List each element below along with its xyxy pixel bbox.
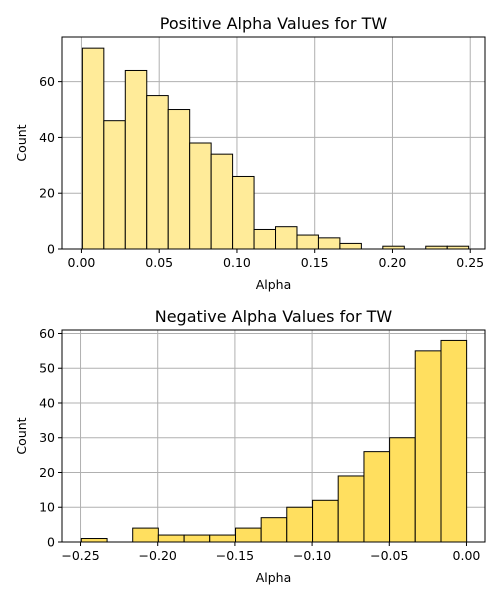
histogram-bar — [189, 142, 212, 250]
histogram-bar — [183, 534, 211, 543]
y-tick-label: 20 — [39, 465, 55, 480]
histogram-bar — [296, 234, 319, 250]
x-tick-label: 0.00 — [68, 255, 96, 270]
y-tick-label: 0 — [47, 535, 55, 550]
x-tick-label: −0.15 — [216, 548, 254, 563]
histogram-bar — [253, 228, 277, 250]
chart-title: Negative Alpha Values for TW — [155, 307, 393, 326]
x-tick-label: −0.20 — [139, 548, 177, 563]
y-tick-label: 30 — [39, 430, 55, 445]
histogram-bar — [337, 475, 365, 543]
histogram-bar — [260, 517, 288, 543]
x-tick-label: 0.15 — [301, 255, 329, 270]
histogram-bar — [232, 175, 255, 250]
histogram-bar — [312, 499, 339, 543]
y-tick-label: 20 — [39, 186, 55, 201]
histogram-bar — [124, 69, 148, 250]
histogram-bar — [389, 437, 416, 543]
histogram-bar — [235, 527, 262, 543]
y-tick-label: 50 — [39, 361, 55, 376]
histogram-bar — [286, 506, 314, 543]
plot-frame — [61, 329, 486, 543]
x-tick-label: −0.10 — [293, 548, 331, 563]
plot-frame — [61, 36, 486, 250]
y-tick-label: 40 — [39, 395, 55, 410]
histogram-bar — [80, 538, 108, 543]
y-tick-label: 60 — [39, 74, 55, 89]
y-tick-label: 0 — [47, 242, 55, 257]
chart-negative-alpha: −0.25 −0.20 −0.15 −0.10 −0.05 0.00 0 10 20 30 40 50… — [14, 307, 486, 585]
x-tick-label: −0.25 — [61, 548, 99, 563]
y-axis-label: Count — [14, 124, 29, 161]
y-axis-label: Count — [14, 417, 29, 454]
y-tick-label: 40 — [39, 130, 55, 145]
x-tick-label: 0.25 — [456, 255, 484, 270]
x-axis-label: Alpha — [256, 277, 292, 292]
x-tick-label: 0.20 — [379, 255, 407, 270]
histogram-bar — [209, 534, 237, 543]
histogram-bar — [210, 153, 234, 250]
x-tick-label: 0.05 — [145, 255, 173, 270]
y-tick-label: 10 — [39, 500, 55, 515]
histogram-bar — [132, 527, 159, 543]
histogram-bar — [81, 47, 105, 250]
histogram-bar — [275, 226, 298, 250]
y-tick-label: 60 — [39, 326, 55, 341]
histogram-bar — [339, 242, 362, 250]
x-axis-label: Alpha — [256, 570, 292, 585]
histogram-bar — [103, 120, 126, 250]
x-tick-label: 0.00 — [453, 548, 481, 563]
x-tick-label: −0.05 — [370, 548, 408, 563]
histogram-bar — [317, 237, 341, 250]
chart-title: Positive Alpha Values for TW — [160, 14, 388, 33]
histogram-bar — [363, 451, 391, 543]
histogram-bar — [157, 534, 185, 543]
histogram-bar — [146, 95, 169, 250]
histogram-bar — [167, 109, 191, 250]
histogram-bar — [414, 350, 442, 543]
chart-positive-alpha: 0.00 0.05 0.10 0.15 0.20 0.25 0 20 40 60 Positive… — [14, 14, 486, 292]
x-tick-label: 0.10 — [223, 255, 251, 270]
histogram-bar — [440, 339, 468, 543]
